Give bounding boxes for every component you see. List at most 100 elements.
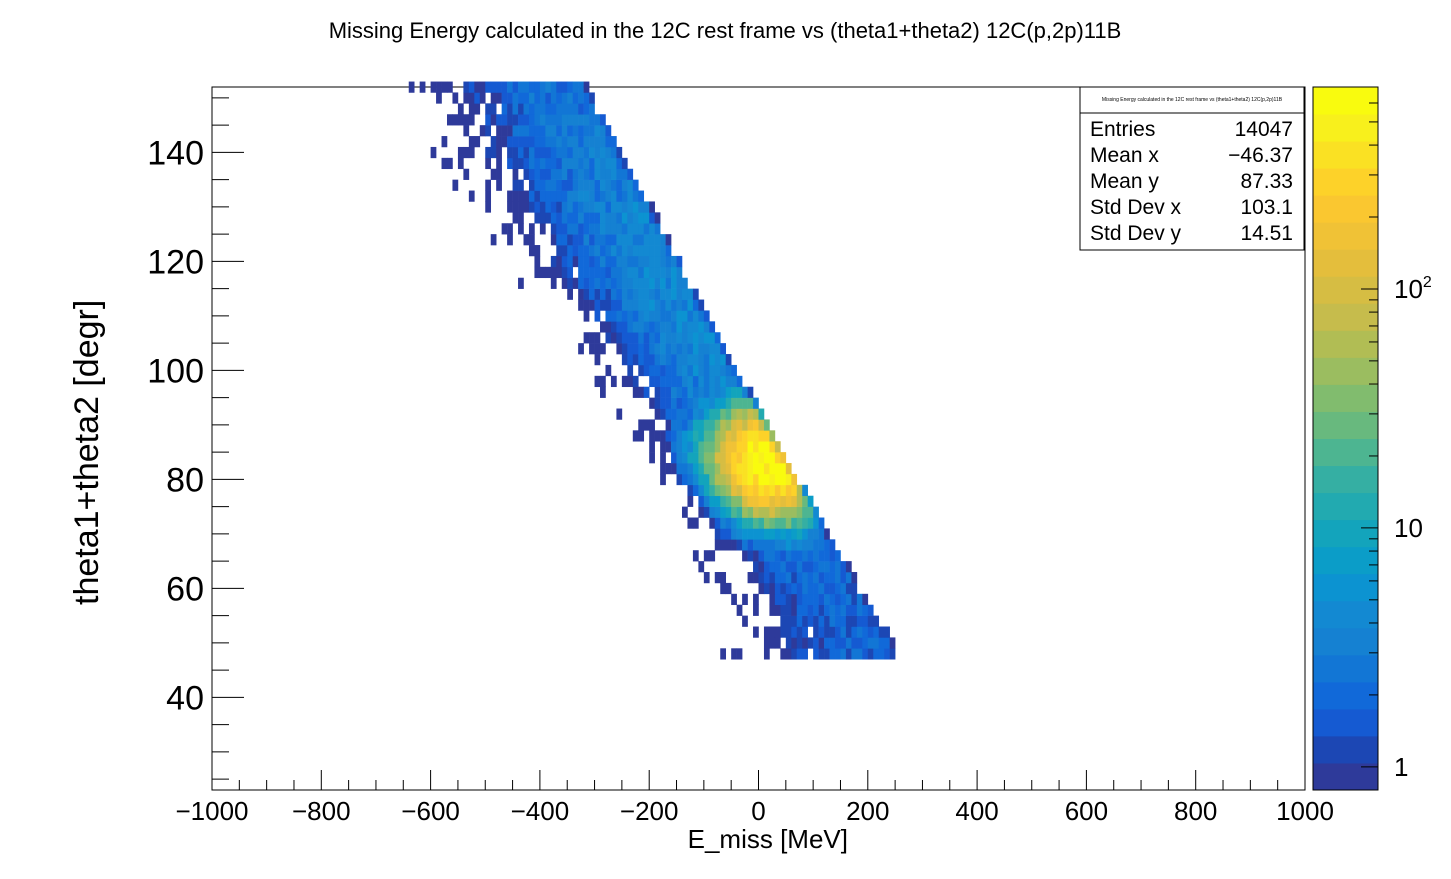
y-tick-label: 140 <box>147 134 204 172</box>
heatmap-cell <box>889 637 896 649</box>
heatmap-cell <box>671 397 677 409</box>
heatmap-cell <box>796 593 803 606</box>
heatmap-cell <box>578 125 584 137</box>
heatmap-cell <box>561 81 568 93</box>
heatmap-cell <box>468 190 475 202</box>
heatmap-cell <box>720 463 727 475</box>
x-tick-label: −800 <box>292 796 351 826</box>
heatmap-cell <box>753 408 759 420</box>
heatmap-cell <box>638 288 645 300</box>
heatmap-cell <box>589 201 595 213</box>
heatmap-cell <box>856 615 863 627</box>
heatmap-cell <box>556 255 563 268</box>
colorbar-segment <box>1313 600 1378 629</box>
heatmap-cell <box>774 593 781 606</box>
heatmap-cell <box>698 375 705 388</box>
heatmap-cell <box>572 81 579 93</box>
heatmap-cell <box>649 375 655 388</box>
heatmap-cell <box>496 92 502 104</box>
heatmap-cell <box>594 332 601 344</box>
heatmap-cell <box>753 397 759 409</box>
heatmap-cell <box>845 582 852 595</box>
heatmap-cell <box>703 343 710 355</box>
heatmap-cell <box>665 310 672 322</box>
heatmap-cell <box>681 408 688 420</box>
heatmap-cell <box>621 266 628 279</box>
heatmap-cell <box>753 452 759 464</box>
heatmap-cell <box>528 179 535 191</box>
heatmap-cell <box>572 92 579 104</box>
heatmap-cell <box>600 212 606 224</box>
heatmap-cell <box>572 146 579 159</box>
heatmap-cell <box>605 266 612 279</box>
heatmap-cell <box>671 430 677 442</box>
heatmap-cell <box>660 452 666 464</box>
heatmap-cell <box>665 397 672 409</box>
heatmap-cell <box>807 572 814 584</box>
heatmap-cell <box>742 615 748 627</box>
heatmap-cell <box>796 615 803 627</box>
heatmap-cell <box>550 266 557 279</box>
heatmap-cell <box>835 626 841 638</box>
heatmap-cell <box>545 114 552 126</box>
heatmap-cell <box>714 463 721 475</box>
heatmap-cell <box>523 201 530 213</box>
heatmap-cell <box>528 223 535 235</box>
heatmap-cell <box>660 397 666 409</box>
heatmap-cell <box>703 419 710 431</box>
heatmap-cell <box>796 626 803 638</box>
heatmap-cell <box>550 234 557 246</box>
heatmap-cell <box>802 572 808 584</box>
heatmap-cell <box>802 626 808 638</box>
heatmap-cell <box>807 582 814 595</box>
heatmap-cell <box>436 92 442 104</box>
heatmap-cell <box>561 277 568 289</box>
heatmap-cell <box>638 255 645 268</box>
heatmap-cell <box>463 81 470 93</box>
heatmap-cell <box>703 408 710 420</box>
heatmap-cell <box>501 92 508 104</box>
colorbar-segment <box>1313 762 1378 791</box>
heatmap-cell <box>512 190 519 202</box>
heatmap-cell <box>813 648 819 660</box>
heatmap-cell <box>709 354 716 366</box>
heatmap-cell <box>791 561 798 573</box>
heatmap-cell <box>632 234 639 246</box>
heatmap-cell <box>785 528 792 540</box>
heatmap-cell <box>660 430 666 442</box>
heatmap-cell <box>681 364 688 377</box>
heatmap-cell <box>632 354 639 366</box>
heatmap-cell <box>556 223 563 235</box>
heatmap-cell <box>616 223 623 235</box>
heatmap-cell <box>638 266 645 279</box>
heatmap-cell <box>720 484 727 497</box>
heatmap-cell <box>725 354 732 366</box>
heatmap-cell <box>528 92 535 104</box>
heatmap-cell <box>731 441 737 453</box>
heatmap-cell <box>561 114 568 126</box>
heatmap-cell <box>742 441 748 453</box>
heatmap-cell <box>605 190 612 202</box>
heatmap-cell <box>758 506 765 518</box>
heatmap-cell <box>758 473 765 486</box>
heatmap-cell <box>446 81 453 93</box>
heatmap-cell <box>589 125 595 137</box>
heatmap-cell <box>436 81 442 93</box>
heatmap-cell <box>600 386 606 398</box>
heatmap-cell <box>550 146 557 159</box>
heatmap-cell <box>594 277 601 289</box>
heatmap-cell <box>709 332 716 344</box>
heatmap-cell <box>796 495 803 507</box>
heatmap-cell <box>660 441 666 453</box>
heatmap-cell <box>490 92 497 104</box>
heatmap-cell <box>649 452 655 464</box>
stats-box-frame <box>1079 86 1305 251</box>
heatmap-cell <box>621 375 628 388</box>
heatmap-cell <box>813 572 819 584</box>
heatmap-cell <box>676 463 683 475</box>
heatmap-cell <box>627 299 634 311</box>
stats-row-value: 87.33 <box>1240 170 1293 193</box>
heatmap-cell <box>802 517 808 529</box>
heatmap-cell <box>660 354 666 366</box>
heatmap-cell <box>747 452 754 464</box>
